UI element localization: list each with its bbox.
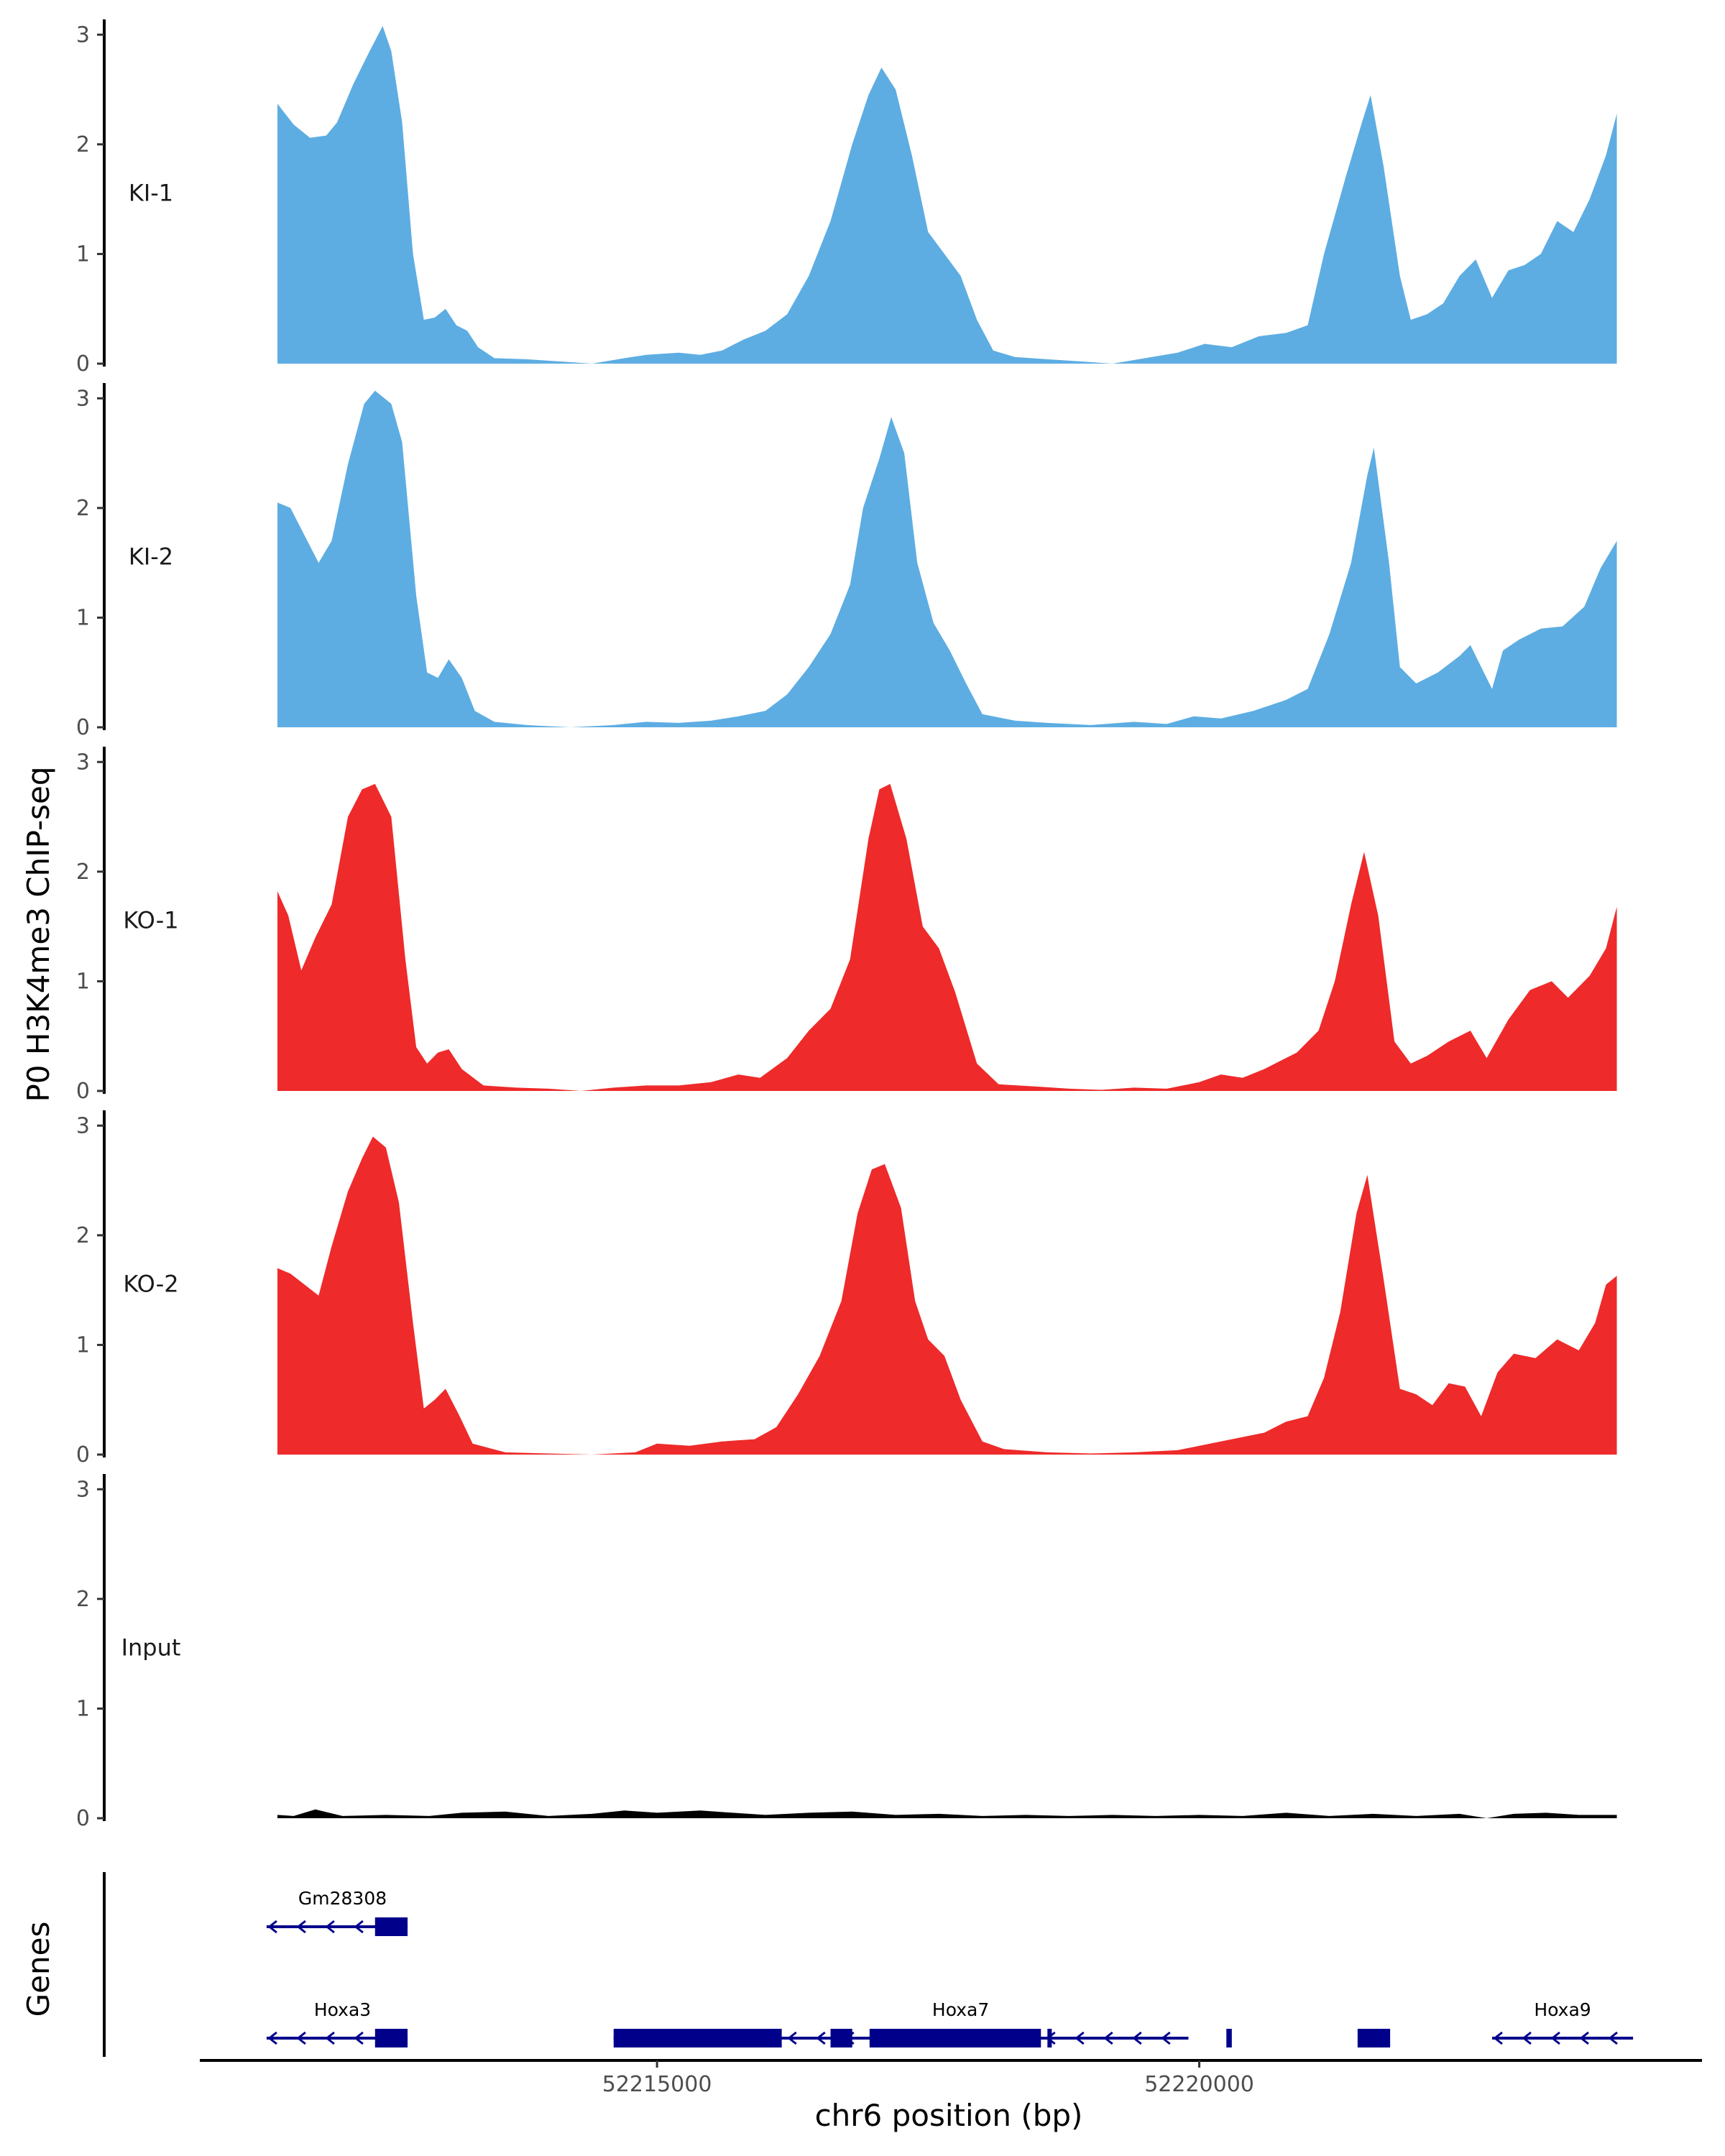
strand-chevron xyxy=(1522,2031,1532,2045)
x-tick-label: 52220000 xyxy=(1144,2072,1254,2097)
y-tick-label: 1 xyxy=(76,605,90,630)
strand-chevron xyxy=(1161,2031,1171,2045)
strand-chevron xyxy=(1075,2031,1085,2045)
strand-chevron xyxy=(325,1920,335,1934)
y-tick-label: 0 xyxy=(76,1442,90,1468)
genes-axis-title: Genes xyxy=(21,1922,56,2017)
gene-hoxa7: Hoxa7 xyxy=(613,1999,1391,2047)
gene-label: Hoxa3 xyxy=(314,1999,371,2020)
y-tick-label: 3 xyxy=(76,750,90,775)
strand-chevron xyxy=(296,1920,306,1934)
x-axis: 52215000 52220000 xyxy=(200,2059,1702,2097)
y-tick-label: 1 xyxy=(76,241,90,267)
y-tick-label: 1 xyxy=(76,969,90,994)
gene-exon xyxy=(1357,2029,1391,2047)
strand-chevron xyxy=(1579,2031,1589,2045)
signal-area-input xyxy=(277,1809,1617,1818)
strand-chevron xyxy=(1608,2031,1618,2045)
gene-hoxa3: Hoxa3 xyxy=(266,1999,408,2047)
y-tick-label: 0 xyxy=(76,715,90,740)
y-tick-label: 2 xyxy=(76,496,90,521)
strand-chevron xyxy=(296,2031,306,2045)
y-tick-label: 3 xyxy=(76,1477,90,1502)
gene-hoxa9: Hoxa9 xyxy=(1491,1999,1634,2045)
y-tick-label: 0 xyxy=(76,351,90,377)
track-ki-2: 0 1 2 3 KI-2 xyxy=(76,383,1617,740)
track-label: Input xyxy=(121,1634,181,1662)
y-tick-label: 1 xyxy=(76,1696,90,1721)
gene-label: Gm28308 xyxy=(298,1888,387,1909)
track-label: KI-2 xyxy=(129,543,173,571)
gene-exon xyxy=(374,1917,408,1936)
strand-chevron xyxy=(816,2031,826,2045)
x-axis-title: chr6 position (bp) xyxy=(815,2098,1083,2133)
signal-area-ki-1 xyxy=(277,26,1617,364)
y-tick-label: 0 xyxy=(76,1079,90,1104)
strand-chevron xyxy=(1550,2031,1560,2045)
strand-chevron xyxy=(1493,2031,1503,2045)
genes-panel: Gm28308 Hoxa3 Hoxa7 Hoxa9 xyxy=(103,1872,1634,2057)
strand-chevron xyxy=(267,2031,277,2045)
gene-exon xyxy=(613,2029,782,2047)
gene-exon xyxy=(869,2029,1041,2047)
gene-label: Hoxa7 xyxy=(932,1999,989,2020)
y-tick-label: 3 xyxy=(76,22,90,47)
strand-chevron xyxy=(267,1920,277,1934)
track-input: 0 1 2 3 Input xyxy=(76,1474,1617,1831)
strand-chevron xyxy=(354,2031,364,2045)
y-tick-label: 2 xyxy=(76,1223,90,1248)
strand-chevron xyxy=(325,2031,335,2045)
y-tick-label: 2 xyxy=(76,132,90,157)
track-label: KO-2 xyxy=(123,1271,178,1298)
y-tick-label: 1 xyxy=(76,1332,90,1358)
signal-area-ko-2 xyxy=(277,1136,1617,1455)
gene-exon xyxy=(374,2029,408,2047)
x-tick-label: 52215000 xyxy=(602,2072,712,2097)
strand-chevron xyxy=(787,2031,797,2045)
gene-exon xyxy=(1047,2029,1052,2047)
y-tick-label: 2 xyxy=(76,1587,90,1612)
strand-chevron xyxy=(1103,2031,1113,2045)
y-tick-label: 3 xyxy=(76,1113,90,1138)
signal-area-ki-2 xyxy=(277,390,1617,727)
track-ko-2: 0 1 2 3 KO-2 xyxy=(76,1110,1617,1468)
y-axis-title: P0 H3K4me3 ChIP-seq xyxy=(21,766,56,1102)
gene-gm28308: Gm28308 xyxy=(266,1888,408,1936)
y-tick-label: 2 xyxy=(76,860,90,885)
strand-chevron xyxy=(1132,2031,1142,2045)
gene-exon xyxy=(1226,2029,1232,2047)
strand-chevron xyxy=(354,1920,364,1934)
tracks: 0 1 2 3 KI-1 0 1 2 3 KI-2 0 1 2 3 KO-1 0 1 2 3 KO-2 0 1 2 3 Inpu… xyxy=(76,19,1617,1831)
signal-area-ko-1 xyxy=(277,783,1617,1091)
track-label: KO-1 xyxy=(123,907,178,934)
gene-exon xyxy=(830,2029,852,2047)
track-ki-1: 0 1 2 3 KI-1 xyxy=(76,19,1617,377)
y-tick-label: 3 xyxy=(76,386,90,411)
y-tick-label: 0 xyxy=(76,1806,90,1831)
track-ko-1: 0 1 2 3 KO-1 xyxy=(76,747,1617,1104)
gene-label: Hoxa9 xyxy=(1534,1999,1591,2020)
track-label: KI-1 xyxy=(129,180,173,207)
